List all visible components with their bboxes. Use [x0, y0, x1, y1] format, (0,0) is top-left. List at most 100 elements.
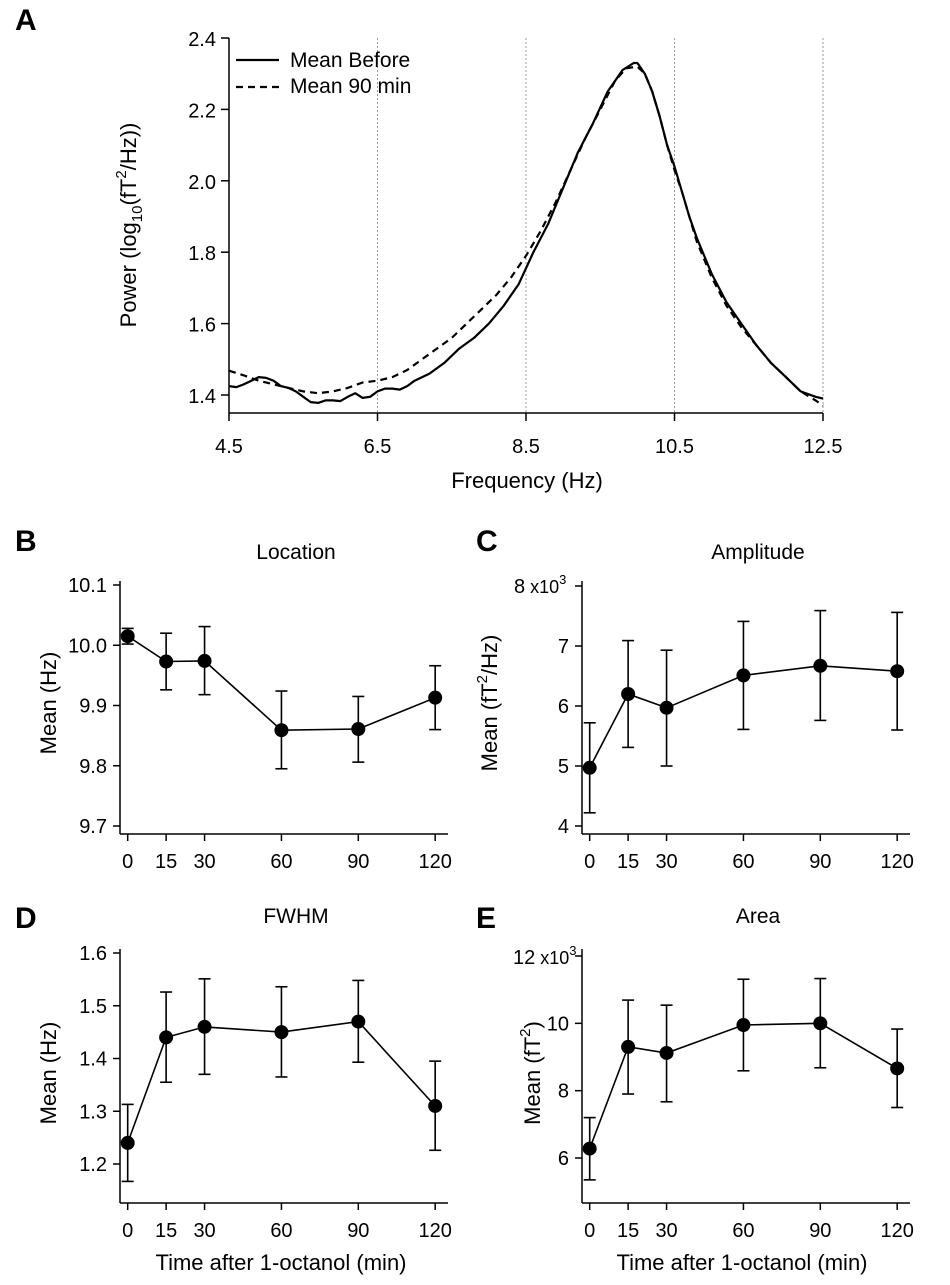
data-point-120 [428, 690, 443, 705]
x-tick-label-90: 90 [809, 851, 831, 873]
data-point-60 [274, 1025, 289, 1040]
legend-mean-before: Mean Before [290, 49, 410, 72]
panel-e-xlabel: Time after 1-octanol (min) [616, 1250, 867, 1275]
panel-e-ylabel: Mean (fT2) [517, 1021, 545, 1125]
panel-c-title: Amplitude [711, 541, 804, 564]
data-point-30 [197, 1019, 212, 1034]
y-tick-label-6: 6 [558, 1148, 569, 1170]
y-tick-label-1.6: 1.6 [188, 315, 216, 337]
panel-b-plot: 9.7 9.8 9.9 10.0 10.1 0 15 30 60 90 120 [68, 575, 452, 873]
y-tick-label-9.7: 9.7 [79, 816, 107, 838]
data-point-15 [621, 687, 636, 701]
panel-a-spectrum: 4.5 6.5 8.5 10.5 12.5 1.4 1.6 1.8 2.0 2.2 2.4 Mean… [113, 29, 842, 493]
x-tick-label-15: 15 [617, 851, 639, 873]
y-tick-label-1.8: 1.8 [188, 243, 216, 265]
x-tick-label-10.5: 10.5 [655, 436, 694, 458]
series-line [126, 1020, 436, 1144]
x-tick-label-15: 15 [155, 1220, 177, 1242]
y-tick-label-2.0: 2.0 [188, 172, 216, 194]
panel-letter-b: B [15, 525, 37, 558]
x-tick-label-30: 30 [655, 851, 677, 873]
panel-letter-c: C [476, 525, 498, 558]
data-point-60 [736, 668, 751, 683]
data-point-15 [159, 654, 174, 669]
panel-e-plot: 6 8 10 0 15 30 60 90 120 [547, 949, 914, 1242]
panel-e-area: Area Mean (fT2) Time after 1-octanol (mi… [513, 905, 914, 1275]
data-point-120 [428, 1098, 443, 1113]
panel-a-xlabel: Frequency (Hz) [451, 468, 603, 493]
data-point-60 [736, 1018, 751, 1033]
x-tick-label-120: 120 [419, 851, 452, 873]
panel-d-title: FWHM [263, 905, 328, 928]
panel-e-title: Area [736, 905, 781, 928]
panel-d-xlabel: Time after 1-octanol (min) [155, 1250, 406, 1275]
y-tick-label-5: 5 [558, 756, 569, 778]
y-tick-label-1.4: 1.4 [79, 1049, 107, 1071]
series-line [588, 1022, 898, 1149]
panel-d-plot: 1.2 1.3 1.4 1.5 1.6 0 15 30 60 90 120 [79, 943, 452, 1242]
y-tick-label-9.8: 9.8 [79, 756, 107, 778]
x-tick-label-90: 90 [809, 1220, 831, 1242]
panel-letter-a: A [15, 4, 37, 37]
x-tick-label-60: 60 [732, 851, 754, 873]
panel-a-ylabel: Power (log10(fT2/Hz)) [113, 123, 146, 328]
x-tick-label-0: 0 [122, 851, 133, 873]
data-point-30 [197, 653, 212, 668]
series-mean-90-min [228, 65, 824, 407]
panel-b-title: Location [256, 541, 335, 564]
panel-e-multiplier: 12 x103 [513, 943, 577, 969]
x-tick-label-15: 15 [617, 1220, 639, 1242]
x-tick-label-120: 120 [881, 851, 914, 873]
data-point-120 [890, 1061, 905, 1076]
data-point-15 [159, 1030, 174, 1045]
panel-c-ylabel: Mean (fT2/Hz) [474, 635, 502, 772]
x-tick-label-30: 30 [193, 851, 215, 873]
panel-b-location: Location Mean (Hz) 9.7 9.8 9.9 10.0 10.1 0 15 3… [36, 541, 452, 873]
data-point-60 [274, 723, 289, 738]
x-tick-label-6.5: 6.5 [364, 436, 392, 458]
panel-letter-e: E [476, 902, 496, 935]
series-line [127, 635, 436, 732]
x-tick-label-120: 120 [881, 1220, 914, 1242]
data-point-0 [120, 629, 135, 644]
y-tick-label-10.1: 10.1 [68, 575, 107, 597]
x-tick-label-30: 30 [655, 1220, 677, 1242]
data-point-90 [351, 721, 366, 736]
panel-c-plot: 4 5 6 7 0 15 30 60 90 120 [558, 581, 914, 873]
x-tick-label-30: 30 [193, 1220, 215, 1242]
legend-mean-90-min: Mean 90 min [290, 75, 411, 98]
data-point-0 [120, 1135, 135, 1150]
panel-d-ylabel: Mean (Hz) [36, 1022, 61, 1125]
x-tick-label-4.5: 4.5 [215, 436, 243, 458]
x-tick-label-0: 0 [584, 851, 595, 873]
y-tick-label-1.5: 1.5 [79, 996, 107, 1018]
y-tick-label-4: 4 [558, 816, 569, 838]
panel-a-ticks: 4.5 6.5 8.5 10.5 12.5 1.4 1.6 1.8 2.0 2.2 2.4 [188, 29, 842, 458]
x-tick-label-0: 0 [584, 1220, 595, 1242]
data-point-30 [659, 700, 674, 715]
panel-a-legend: Mean Before Mean 90 min [236, 49, 411, 98]
y-tick-label-7: 7 [558, 636, 569, 658]
x-tick-label-8.5: 8.5 [512, 436, 540, 458]
series-line [588, 664, 898, 769]
y-tick-label-10.0: 10.0 [68, 635, 107, 657]
panel-b-ylabel: Mean (Hz) [36, 652, 61, 755]
y-tick-label-1.2: 1.2 [79, 1154, 107, 1176]
data-point-30 [659, 1045, 674, 1060]
data-point-120 [890, 664, 905, 679]
data-point-90 [351, 1014, 366, 1029]
x-tick-label-90: 90 [347, 1220, 369, 1242]
y-tick-label-10: 10 [547, 1013, 569, 1035]
x-tick-label-60: 60 [732, 1220, 754, 1242]
x-tick-label-0: 0 [122, 1220, 133, 1242]
panel-c-multiplier: 8 x103 [514, 572, 566, 598]
x-tick-label-90: 90 [347, 851, 369, 873]
x-tick-label-60: 60 [270, 1220, 292, 1242]
panel-letter-d: D [15, 902, 37, 935]
y-tick-label-2.4: 2.4 [188, 29, 216, 51]
panel-c-amplitude: Amplitude Mean (fT2/Hz) 8 x103 4 5 6 7 0 15 30 6… [474, 541, 914, 873]
panel-a-grid [377, 38, 824, 413]
x-tick-label-15: 15 [155, 851, 177, 873]
data-point-90 [813, 658, 828, 673]
data-point-0 [582, 1141, 597, 1156]
